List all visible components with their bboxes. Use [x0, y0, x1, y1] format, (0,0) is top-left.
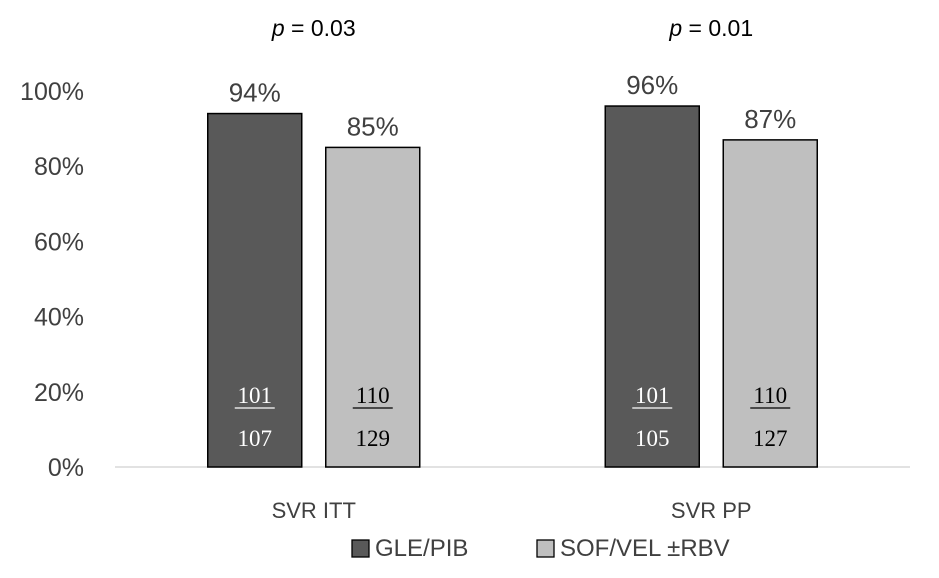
bar-numerator-label: 110	[753, 383, 787, 408]
x-category-label: SVR PP	[671, 498, 752, 523]
bar-value-label: 85%	[347, 111, 399, 141]
x-category-label: SVR ITT	[272, 498, 356, 523]
bar-value-label: 94%	[229, 78, 281, 108]
y-tick-label: 80%	[34, 153, 84, 181]
y-tick-label: 20%	[34, 379, 84, 407]
bar	[325, 146, 421, 468]
y-tick-label: 40%	[34, 304, 84, 332]
bar-numerator-label: 101	[238, 383, 273, 408]
bar-value-label: 96%	[626, 70, 678, 100]
legend-swatch	[351, 539, 370, 558]
y-tick-label: 100%	[20, 78, 84, 106]
bar-denominator-label: 107	[238, 426, 273, 451]
bar-value-label: 87%	[744, 104, 796, 134]
legend-label: SOF/VEL ±RBV	[560, 535, 730, 562]
p-value-label: p = 0.03	[271, 15, 356, 41]
bar-numerator-label: 101	[635, 383, 670, 408]
bar	[604, 105, 700, 468]
y-tick-label: 60%	[34, 228, 84, 256]
bar-denominator-label: 105	[635, 426, 670, 451]
bar-numerator-label: 110	[356, 383, 390, 408]
p-value-label: p = 0.01	[668, 15, 753, 41]
legend-swatch	[536, 539, 555, 558]
bar	[722, 139, 818, 468]
y-tick-label: 0%	[48, 454, 84, 482]
bar-denominator-label: 127	[753, 426, 788, 451]
legend-label: GLE/PIB	[375, 535, 468, 562]
bar-denominator-label: 129	[356, 426, 391, 451]
bar	[207, 112, 303, 468]
